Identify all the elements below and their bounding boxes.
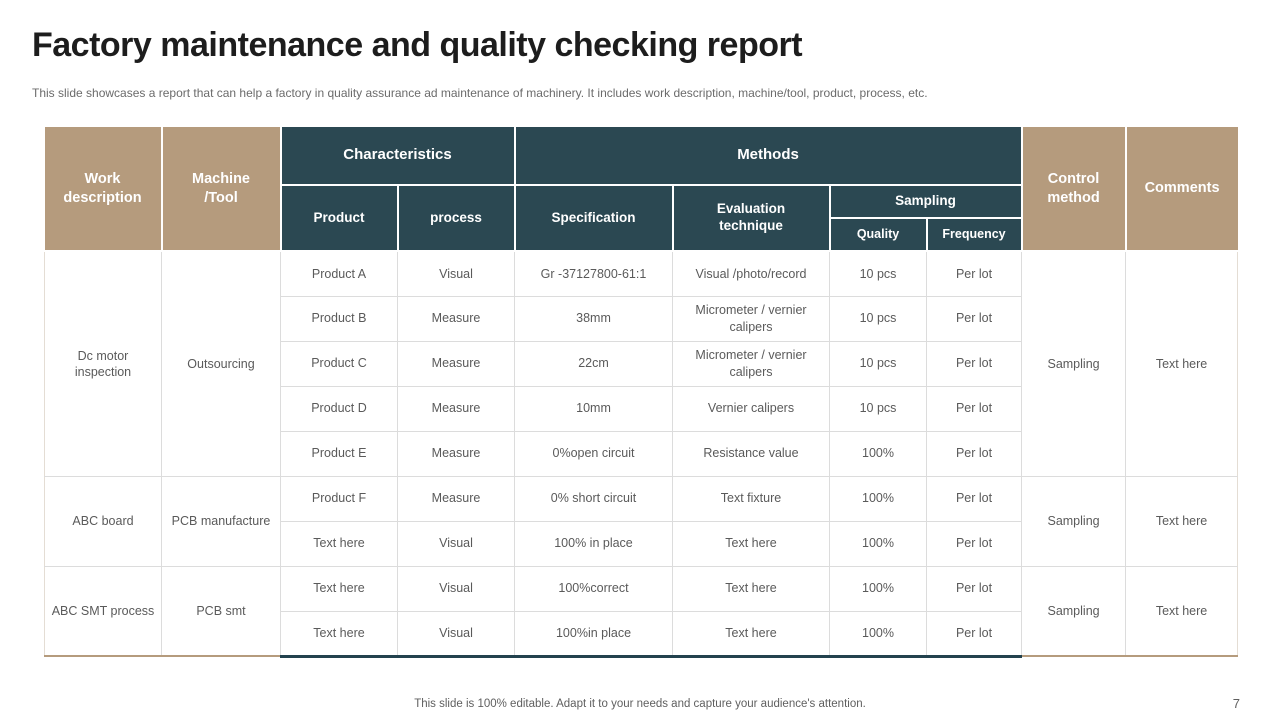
- specification-cell: 38mm: [514, 295, 673, 342]
- frequency-cell: Per lot: [925, 340, 1023, 387]
- product-cell: Product A: [280, 250, 398, 297]
- quality-cell: 10 pcs: [829, 250, 927, 297]
- process-cell: Measure: [397, 385, 515, 432]
- editable-note: This slide is 100% editable. Adapt it to…: [414, 698, 866, 710]
- work-description-cell: ABC board: [44, 475, 162, 567]
- page-title: Factory maintenance and quality checking…: [32, 26, 803, 64]
- header-product: Product: [279, 184, 399, 252]
- process-cell: Measure: [397, 340, 515, 387]
- evaluation-cell: Text fixture: [672, 475, 830, 522]
- work-description-cell: ABC SMT process: [44, 565, 162, 657]
- comments-cell: Text here: [1125, 565, 1239, 657]
- header-control-method: Control method: [1020, 127, 1127, 252]
- header-process: process: [396, 184, 516, 252]
- frequency-cell: Per lot: [925, 475, 1023, 522]
- machine-tool-cell: PCB smt: [161, 565, 281, 657]
- specification-cell: 0% short circuit: [514, 475, 673, 522]
- frequency-cell: Per lot: [925, 385, 1023, 432]
- quality-cell: 100%: [829, 520, 927, 567]
- product-cell: Text here: [280, 520, 398, 567]
- product-cell: Product C: [280, 340, 398, 387]
- comments-cell: Text here: [1125, 475, 1239, 567]
- quality-cell: 100%: [829, 610, 927, 658]
- header-comments: Comments: [1124, 127, 1238, 252]
- frequency-cell: Per lot: [925, 610, 1023, 658]
- specification-cell: 100% in place: [514, 520, 673, 567]
- product-cell: Product D: [280, 385, 398, 432]
- header-work-description: Work description: [44, 127, 163, 252]
- product-cell: Product E: [280, 430, 398, 477]
- header-specification: Specification: [513, 184, 674, 252]
- header-characteristics: Characteristics: [279, 127, 516, 186]
- specification-cell: 100%in place: [514, 610, 673, 658]
- specification-cell: 10mm: [514, 385, 673, 432]
- evaluation-cell: Text here: [672, 610, 830, 658]
- process-cell: Visual: [397, 520, 515, 567]
- evaluation-cell: Text here: [672, 565, 830, 612]
- evaluation-cell: Vernier calipers: [672, 385, 830, 432]
- specification-cell: 22cm: [514, 340, 673, 387]
- comments-cell: Text here: [1125, 250, 1239, 477]
- control-method-cell: Sampling: [1021, 475, 1127, 567]
- quality-cell: 10 pcs: [829, 295, 927, 342]
- frequency-cell: Per lot: [925, 430, 1023, 477]
- frequency-cell: Per lot: [925, 520, 1023, 567]
- control-method-cell: Sampling: [1021, 565, 1127, 657]
- evaluation-cell: Micrometer / vernier calipers: [672, 340, 830, 387]
- frequency-cell: Per lot: [925, 250, 1023, 297]
- machine-tool-cell: Outsourcing: [161, 250, 281, 477]
- process-cell: Measure: [397, 475, 515, 522]
- process-cell: Visual: [397, 610, 515, 658]
- evaluation-cell: Visual /photo/record: [672, 250, 830, 297]
- work-description-cell: Dc motor inspection: [44, 250, 162, 477]
- header-sampling: Sampling: [828, 184, 1023, 219]
- specification-cell: Gr -37127800-61:1: [514, 250, 673, 297]
- specification-cell: 0%open circuit: [514, 430, 673, 477]
- process-cell: Measure: [397, 295, 515, 342]
- evaluation-cell: Text here: [672, 520, 830, 567]
- quality-cell: 10 pcs: [829, 385, 927, 432]
- frequency-cell: Per lot: [925, 565, 1023, 612]
- product-cell: Text here: [280, 610, 398, 658]
- process-cell: Visual: [397, 565, 515, 612]
- quality-cell: 10 pcs: [829, 340, 927, 387]
- process-cell: Visual: [397, 250, 515, 297]
- evaluation-cell: Micrometer / vernier calipers: [672, 295, 830, 342]
- product-cell: Product F: [280, 475, 398, 522]
- header-methods: Methods: [513, 127, 1023, 186]
- maintenance-report-table: Work description Machine /Tool Character…: [44, 127, 1239, 658]
- quality-cell: 100%: [829, 430, 927, 477]
- slide-subtitle: This slide showcases a report that can h…: [32, 86, 928, 100]
- frequency-cell: Per lot: [925, 295, 1023, 342]
- specification-cell: 100%correct: [514, 565, 673, 612]
- header-quality: Quality: [828, 217, 928, 252]
- machine-tool-cell: PCB manufacture: [161, 475, 281, 567]
- header-machine-tool: Machine /Tool: [160, 127, 282, 252]
- evaluation-cell: Resistance value: [672, 430, 830, 477]
- header-frequency: Frequency: [925, 217, 1023, 252]
- control-method-cell: Sampling: [1021, 250, 1127, 477]
- quality-cell: 100%: [829, 565, 927, 612]
- product-cell: Text here: [280, 565, 398, 612]
- header-evaluation-technique: Evaluation technique: [671, 184, 831, 252]
- page-number: 7: [1232, 696, 1240, 711]
- quality-cell: 100%: [829, 475, 927, 522]
- product-cell: Product B: [280, 295, 398, 342]
- process-cell: Measure: [397, 430, 515, 477]
